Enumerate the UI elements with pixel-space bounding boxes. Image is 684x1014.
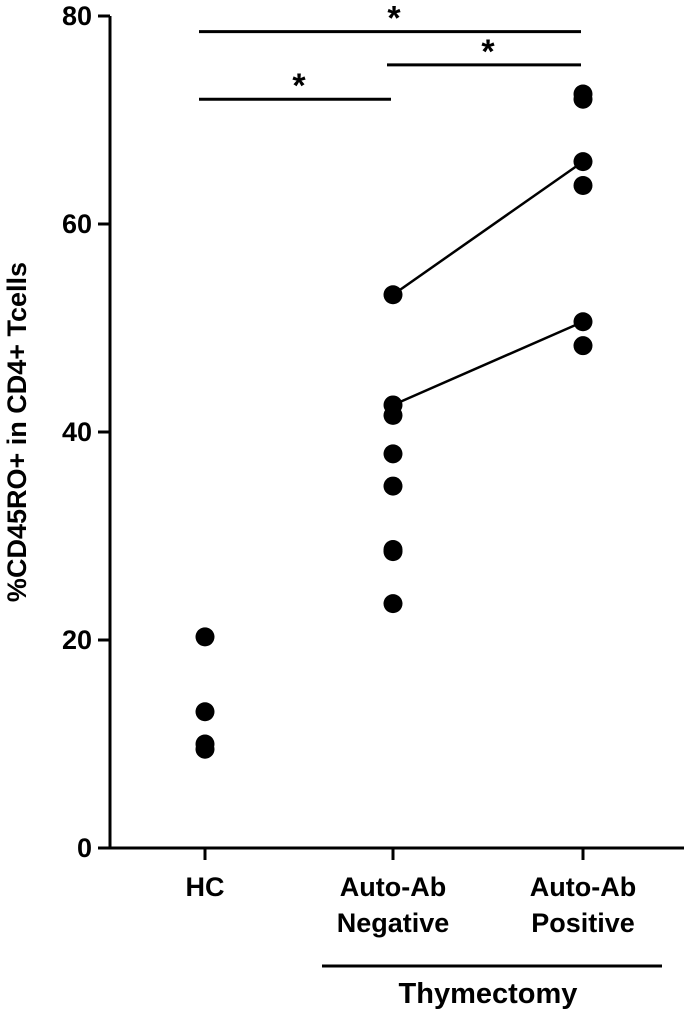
data-point [195, 702, 215, 722]
y-tick-label: 20 [62, 625, 92, 655]
y-tick-label: 60 [62, 209, 92, 239]
significance-star: * [481, 33, 495, 71]
y-tick-label: 80 [62, 1, 92, 31]
data-point [573, 336, 593, 356]
data-point [383, 542, 403, 562]
data-point [383, 476, 403, 496]
x-category-label: Auto-Ab [530, 872, 636, 902]
data-point [573, 152, 593, 172]
y-tick-label: 0 [77, 833, 92, 863]
data-point [573, 89, 593, 109]
y-tick-label: 40 [62, 417, 92, 447]
x-category-label: HC [186, 872, 225, 902]
axes: 0 20 40 60 80 [62, 1, 684, 863]
data-point [573, 312, 593, 332]
significance-star: * [387, 0, 401, 38]
x-category-label: Negative [337, 908, 450, 938]
y-axis-label: %CD45RO+ in CD4+ Tcells [2, 262, 32, 602]
paired-line [392, 320, 584, 407]
significance-brackets: * * * [199, 0, 581, 105]
data-point [383, 444, 403, 464]
data-point [383, 285, 403, 305]
x-category-labels: HC Auto-Ab Negative Auto-Ab Positive [186, 872, 637, 938]
data-point [383, 405, 403, 425]
data-point [383, 594, 403, 614]
data-point [195, 739, 215, 759]
x-category-label: Auto-Ab [340, 872, 446, 902]
data-point [195, 627, 215, 647]
significance-star: * [292, 67, 306, 105]
x-category-label: Positive [531, 908, 635, 938]
data-points [195, 84, 593, 759]
data-point [573, 176, 593, 196]
paired-line [392, 160, 584, 296]
group-label: Thymectomy [399, 978, 578, 1010]
paired-lines [392, 160, 584, 407]
